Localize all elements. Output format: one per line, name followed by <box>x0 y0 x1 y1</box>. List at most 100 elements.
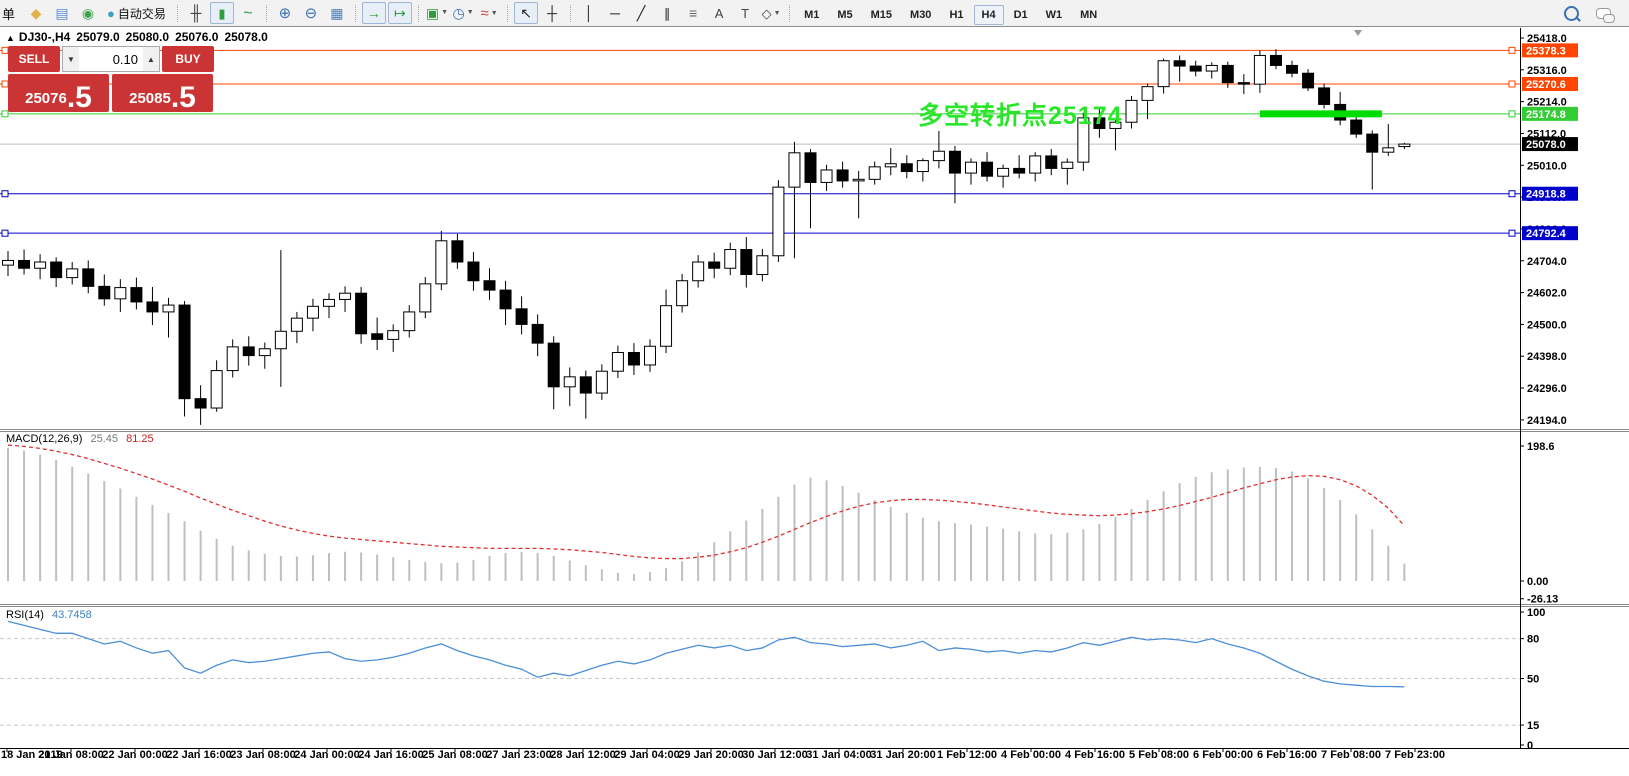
volume-increase-button[interactable]: ▲ <box>143 47 159 71</box>
cursor-button[interactable]: ↖ <box>514 1 539 24</box>
candle-body <box>34 261 47 269</box>
channel-button[interactable]: ∥ <box>655 2 679 24</box>
price-badge-label: 25378.3 <box>1526 45 1566 57</box>
price-badge <box>1522 76 1578 91</box>
level-handle[interactable] <box>1 229 9 237</box>
price-tick-label: 25418.0 <box>1527 33 1567 45</box>
price-badge <box>1522 43 1578 58</box>
arrows-dropdown-icon[interactable]: ▼ <box>773 9 781 17</box>
time-tick-label: 6 Feb 00:00 <box>1193 749 1253 761</box>
indicators-dropdown-icon[interactable]: ▼ <box>490 9 498 17</box>
candle-body <box>242 346 255 357</box>
macd-main-value: 25.45 <box>90 433 119 445</box>
tile-windows-button[interactable]: ▦ <box>325 2 349 24</box>
buy-price-display[interactable]: 25085 .5 <box>112 74 213 112</box>
tf-m15-button[interactable]: M15 <box>870 8 893 21</box>
chart-line-button[interactable]: ~ <box>236 3 260 25</box>
text-button[interactable]: A <box>707 2 731 24</box>
level-handle[interactable] <box>1508 80 1516 88</box>
candle-body <box>1302 72 1315 89</box>
time-tick-label: 24 Jan 00:00 <box>294 749 359 761</box>
candle-body <box>981 161 994 177</box>
auto-scroll-button[interactable]: → <box>361 1 386 24</box>
new-chart-button[interactable]: ▣ ▼ <box>425 2 449 24</box>
price-tick-label: 24194.0 <box>1527 415 1567 427</box>
vertical-line-button[interactable]: │ <box>577 2 601 24</box>
pivot-highlight-segment[interactable] <box>1259 110 1382 118</box>
pivot-annotation-text[interactable]: 多空转折点25174 <box>918 102 1123 130</box>
zoom-in-button[interactable]: ⊕ <box>273 2 297 24</box>
candle-body <box>724 249 737 269</box>
chat-button[interactable] <box>1591 2 1615 24</box>
navigator-button[interactable]: ◉ <box>76 2 100 24</box>
text-label-icon: T <box>741 5 750 21</box>
search-button[interactable] <box>1559 2 1583 24</box>
horizontal-line-button[interactable]: ─ <box>603 2 627 24</box>
tf-m30-button[interactable]: M30 <box>910 8 932 21</box>
rsi-tick-label: 50 <box>1527 674 1539 686</box>
chart-shift-button[interactable]: ↦ <box>387 1 412 24</box>
candle-body <box>756 255 769 275</box>
zoom-out-button[interactable]: ⊖ <box>299 2 323 24</box>
data-window-button[interactable]: ▤ <box>50 2 74 24</box>
rsi-tick-label: 80 <box>1527 634 1539 646</box>
chart-bars-icon: ╫ <box>190 4 202 22</box>
level-handle[interactable] <box>1508 229 1516 237</box>
tf-h4-button[interactable]: H4 <box>973 4 1004 25</box>
candle-body <box>595 370 608 394</box>
new-chart-icon: ▣ <box>425 4 440 21</box>
candle-body <box>258 348 271 357</box>
candle-body <box>162 304 175 313</box>
time-tick-label: 25 Jan 08:00 <box>422 749 487 761</box>
new-order-button[interactable]: 单 <box>2 6 16 22</box>
arrows-button[interactable]: ◇ ▼ <box>759 2 783 24</box>
chart-candles-button[interactable]: ▮ <box>209 2 234 24</box>
candle-body <box>387 330 400 340</box>
tf-m1-button[interactable]: M1 <box>804 8 820 21</box>
candle-body <box>772 186 785 257</box>
price-badge-label: 24918.8 <box>1526 189 1566 201</box>
symbol-triangle-icon: ▲ <box>6 33 15 43</box>
candle-body <box>1157 60 1170 88</box>
candle-body <box>1398 143 1411 148</box>
level-handle[interactable] <box>1508 110 1516 118</box>
level-handle[interactable] <box>1 110 9 118</box>
sell-price-display[interactable]: 25076 .5 <box>8 74 109 112</box>
one-click-trading-panel: SELL ▼ 0.10 ▲ BUY 25076 .5 25085 .5 <box>8 46 214 112</box>
time-tick-label: 31 Jan 04:00 <box>806 749 871 761</box>
macd-tick-label: 198.6 <box>1527 441 1555 453</box>
buy-price-fraction: .5 <box>170 80 196 114</box>
price-badge <box>1522 186 1578 201</box>
volume-decrease-button[interactable]: ▼ <box>63 47 79 71</box>
quote-open: 25079.0 <box>76 30 120 44</box>
tf-d1-button[interactable]: D1 <box>1013 8 1028 21</box>
candle-body <box>146 301 159 313</box>
tf-m5-button[interactable]: M5 <box>837 8 853 21</box>
trend-line-button[interactable]: ╱ <box>629 2 653 24</box>
profiles-clock-button[interactable]: ◷ ▼ <box>451 2 475 24</box>
time-tick-label: 4 Feb 16:00 <box>1065 749 1125 761</box>
level-handle[interactable] <box>1508 190 1516 198</box>
autotrade-button[interactable]: ● 自动交易 <box>102 2 171 24</box>
tf-mn-button[interactable]: MN <box>1080 8 1098 21</box>
tf-h1-button[interactable]: H1 <box>949 8 964 21</box>
level-handle[interactable] <box>1 190 9 198</box>
level-handle[interactable] <box>1508 46 1516 54</box>
macd-tick-label: 0.00 <box>1527 576 1548 588</box>
crosshair-button[interactable]: ┼ <box>540 2 564 24</box>
candle-body <box>627 351 640 366</box>
text-label-button[interactable]: T <box>733 2 757 24</box>
sell-button[interactable]: SELL <box>8 46 60 72</box>
new-chart-dropdown-icon[interactable]: ▼ <box>441 9 449 16</box>
chart-shift-marker <box>1354 30 1362 36</box>
profiles-clock-dropdown-icon[interactable]: ▼ <box>466 9 474 16</box>
candle-body <box>611 351 624 372</box>
tf-w1-button[interactable]: W1 <box>1045 8 1063 21</box>
fibonacci-button[interactable]: ≡ <box>681 2 705 24</box>
buy-button[interactable]: BUY <box>162 46 214 72</box>
indicators-button[interactable]: ≈ ▼ <box>477 2 501 24</box>
volume-input[interactable]: 0.10 <box>112 51 138 67</box>
candle-body <box>932 150 945 162</box>
chart-bars-button[interactable]: ╫ <box>184 2 208 24</box>
market-watch-button[interactable]: ◆ <box>24 2 48 24</box>
